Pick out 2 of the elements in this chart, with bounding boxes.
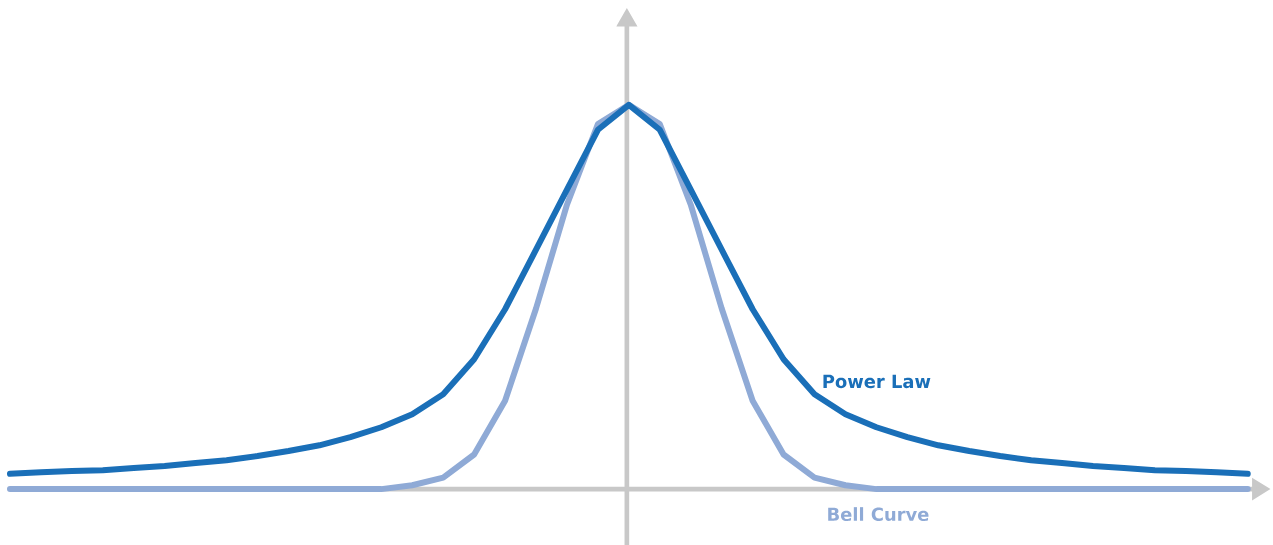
series-label: Power Law: [823, 374, 931, 389]
series-label: Bell Curve: [828, 507, 929, 521]
